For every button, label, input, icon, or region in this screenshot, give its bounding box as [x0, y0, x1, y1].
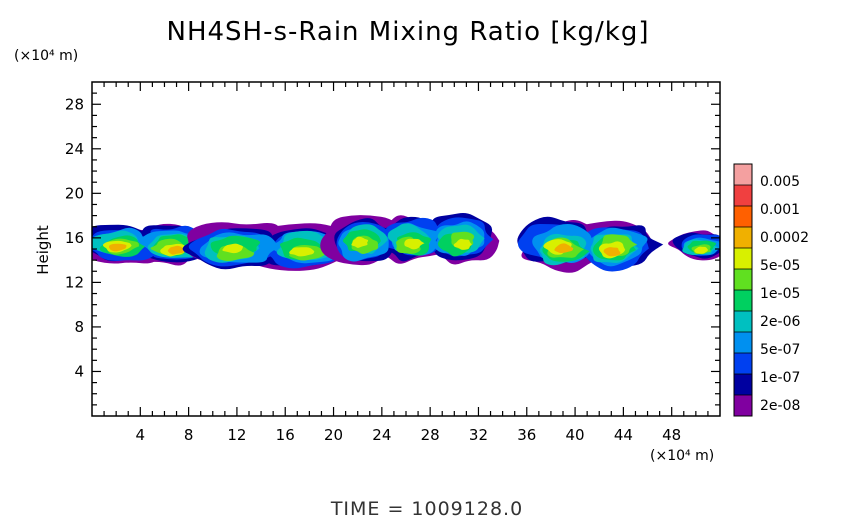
- cloud-contour: [554, 243, 574, 254]
- y-tick-label: 12: [65, 273, 84, 291]
- x-tick-label: 32: [469, 426, 488, 444]
- colorbar-swatch: [734, 269, 752, 290]
- colorbar-swatch: [734, 374, 752, 395]
- colorbar-swatch: [734, 185, 752, 206]
- cloud-contour: [351, 236, 369, 248]
- x-tick-label: 48: [662, 426, 681, 444]
- x-tick-label: 24: [372, 426, 391, 444]
- colorbar-swatch: [734, 206, 752, 227]
- chart-title: NH4SH-s-Rain Mixing Ratio [kg/kg]: [167, 17, 650, 47]
- cloud-contour: [167, 245, 184, 255]
- colorbar: 0.005 0.001 0.0002 5e-05 1e-05 2e-06 5e-07 1e-0…: [733, 163, 809, 417]
- x-tick-label: 36: [517, 426, 536, 444]
- time-label: TIME = 1009128.0: [330, 498, 523, 519]
- colorbar-label: 5e-07: [760, 342, 800, 358]
- cloud-cell: [320, 213, 500, 266]
- cloud-contour: [694, 246, 708, 254]
- y-tick-label: 20: [65, 184, 84, 202]
- cloud-contour: [404, 238, 425, 250]
- y-tick-label: 4: [74, 362, 84, 380]
- cloud-cell: [668, 230, 720, 261]
- colorbar-label: 2e-08: [760, 398, 800, 414]
- colorbar-swatch: [734, 290, 752, 311]
- x-tick-label: 44: [614, 426, 633, 444]
- cloud-layer: [92, 213, 720, 273]
- colorbar-label: 0.001: [760, 202, 800, 218]
- colorbar-label: 1e-07: [760, 370, 800, 386]
- cloud-contour: [603, 247, 621, 257]
- cloud-contour: [222, 243, 243, 254]
- x-tick-label: 8: [184, 426, 194, 444]
- colorbar-swatch: [734, 227, 752, 248]
- colorbar-label: 0.005: [760, 174, 800, 190]
- colorbar-label: 0.0002: [760, 230, 809, 246]
- colorbar-label: 5e-05: [760, 258, 800, 274]
- x-tick-label: 16: [276, 426, 295, 444]
- cloud-cell: [182, 222, 360, 271]
- y-tick-label: 24: [65, 140, 84, 158]
- y-axis-unit: (×10⁴ m): [14, 48, 78, 64]
- x-axis: 4 8 12 16 20 24 28 32 36 40 44 48: [103, 82, 709, 444]
- cloud-contour: [453, 238, 472, 250]
- x-tick-label: 20: [324, 426, 343, 444]
- y-axis: 4 8 12 16 20 24 28: [65, 92, 720, 406]
- x-tick-label: 40: [566, 426, 585, 444]
- colorbar-swatch: [734, 353, 752, 374]
- y-tick-label: 8: [74, 318, 84, 336]
- colorbar-label: 1e-05: [760, 286, 800, 302]
- colorbar-swatch: [734, 164, 752, 185]
- x-tick-label: 12: [227, 426, 246, 444]
- colorbar-swatch: [734, 311, 752, 332]
- x-tick-label: 4: [136, 426, 146, 444]
- cloud-contour: [289, 247, 315, 257]
- y-tick-label: 28: [65, 95, 84, 113]
- x-axis-unit: (×10⁴ m): [650, 448, 714, 464]
- colorbar-swatch: [734, 395, 752, 416]
- x-tick-label: 28: [421, 426, 440, 444]
- cloud-contour: [108, 243, 127, 252]
- cloud-cell: [517, 216, 664, 273]
- y-axis-label: Height: [34, 225, 52, 275]
- colorbar-swatch: [734, 332, 752, 353]
- colorbar-label: 2e-06: [760, 314, 800, 330]
- y-tick-label: 16: [65, 229, 84, 247]
- colorbar-frame: [733, 163, 753, 417]
- colorbar-swatch: [734, 248, 752, 269]
